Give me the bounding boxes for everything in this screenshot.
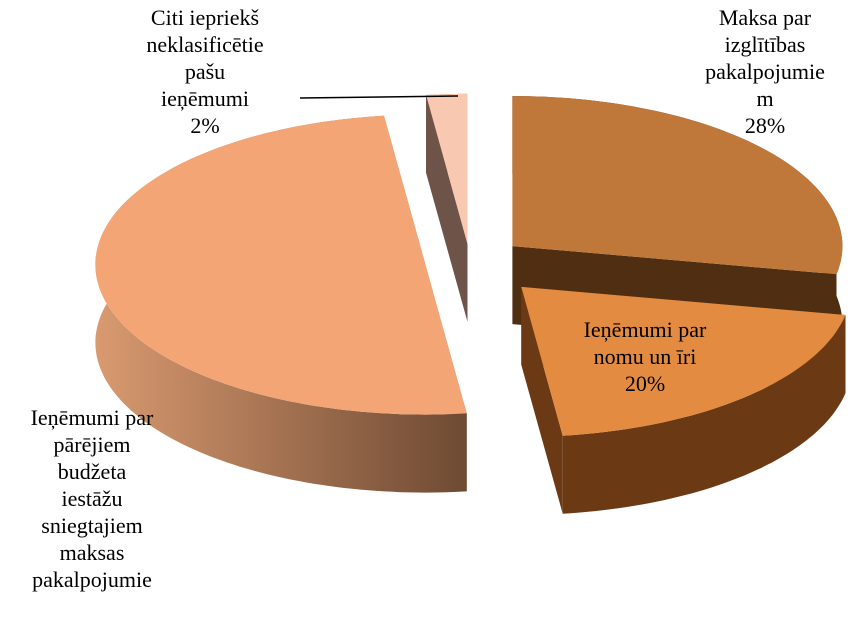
pie <box>95 93 846 514</box>
slice-label: Ieņēmumi par pārējiem budžeta iestāžu sn… <box>2 404 182 593</box>
category-label: Maksa par izglītības pakalpojumie m <box>705 5 825 111</box>
value-label: 20% <box>624 371 666 396</box>
slice <box>95 115 467 493</box>
slice-label: Maksa par izglītības pakalpojumie m 28% <box>680 4 850 139</box>
category-label: Ieņēmumi par nomu un īri <box>583 317 707 369</box>
slice <box>521 286 846 436</box>
leader-line <box>299 95 459 99</box>
value-label: 28% <box>744 113 786 138</box>
slice-label: Citi iepriekš neklasificētie pašu ieņēmu… <box>115 4 295 139</box>
slice <box>521 286 846 514</box>
category-label: Citi iepriekš neklasificētie pašu ieņēmu… <box>146 5 264 111</box>
slice-side <box>562 315 846 514</box>
slice <box>426 93 468 244</box>
slice-side <box>521 286 563 514</box>
slice <box>426 93 468 322</box>
value-label: 2% <box>190 113 220 138</box>
slice <box>95 115 467 415</box>
category-label: Ieņēmumi par pārējiem budžeta iestāžu sn… <box>30 405 154 592</box>
slice-label: Ieņēmumi par nomu un īri 20% <box>560 316 730 397</box>
slice <box>512 96 843 275</box>
